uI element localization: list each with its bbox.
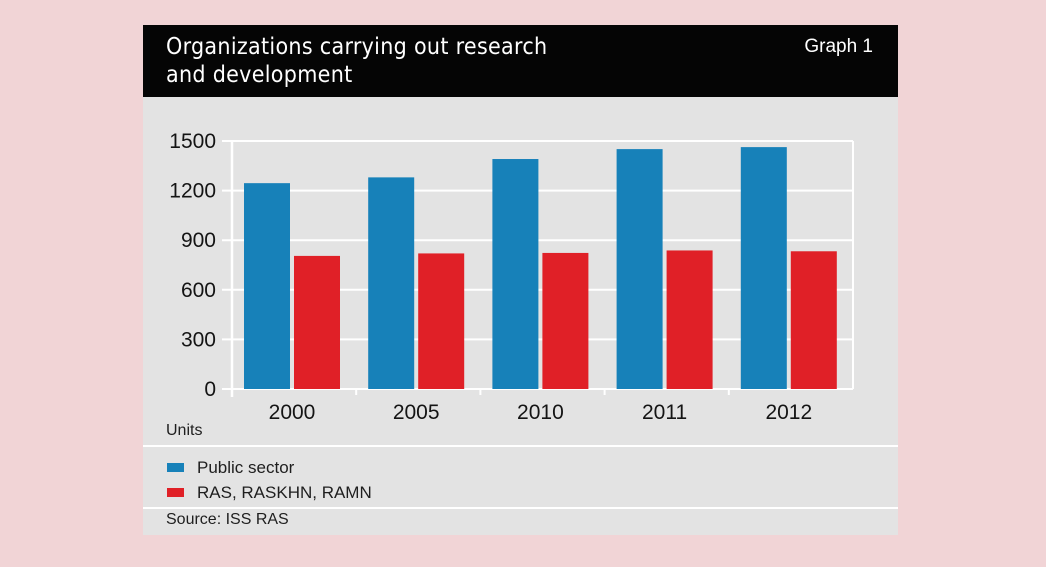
y-tick-label: 900 [181, 229, 216, 252]
legend-swatch-blue [167, 463, 184, 472]
x-tick-label: 2010 [517, 401, 564, 424]
legend-label: Public sector [197, 457, 295, 477]
bar-public-sector-2005 [368, 177, 415, 389]
separator-line [143, 445, 898, 447]
y-tick-label: 1200 [169, 180, 216, 203]
x-tick-label: 2000 [269, 401, 316, 424]
bar-public-sector-2000 [244, 183, 290, 389]
legend-item-ras: RAS, RASKHN, RAMN [167, 480, 372, 505]
graph-number-label: Graph 1 [804, 36, 873, 57]
legend-label: RAS, RASKHN, RAMN [197, 482, 372, 502]
x-tick-label: 2005 [393, 401, 440, 424]
bar-ras-2005 [418, 253, 465, 389]
chart-card: Organizations carrying out research and … [143, 25, 898, 535]
y-tick-label: 1500 [169, 130, 216, 153]
y-tick-label: 0 [204, 378, 216, 401]
bar-ras-2012 [790, 251, 837, 389]
legend: Public sector RAS, RASKHN, RAMN [167, 455, 372, 505]
legend-swatch-red [167, 488, 184, 497]
y-axis-units-label: Units [166, 422, 203, 439]
y-axis-ticks: 0 300 600 900 1200 1500 [169, 130, 216, 401]
bars [244, 147, 837, 389]
separator-line [143, 507, 898, 509]
y-tick-label: 600 [181, 279, 216, 302]
bar-public-sector-2010 [492, 159, 539, 389]
y-tick-label: 300 [181, 328, 216, 351]
bar-public-sector-2011 [616, 149, 663, 389]
chart-title: Organizations carrying out research and … [166, 34, 548, 88]
bar-ras-2010 [542, 252, 589, 389]
bar-ras-2000 [294, 255, 340, 389]
bar-chart: 0 300 600 900 1200 1500 2000 2005 2010 2011 2012 [169, 130, 854, 424]
source-note: Source: ISS RAS [166, 511, 289, 528]
legend-item-public-sector: Public sector [167, 455, 372, 480]
x-tick-label: 2011 [642, 401, 687, 424]
bar-public-sector-2012 [740, 147, 787, 389]
x-axis-ticks: 2000 2005 2010 2011 2012 [269, 401, 813, 424]
x-tick-label: 2012 [765, 401, 812, 424]
chart-header: Organizations carrying out research and … [143, 25, 898, 97]
bar-ras-2011 [666, 250, 713, 389]
